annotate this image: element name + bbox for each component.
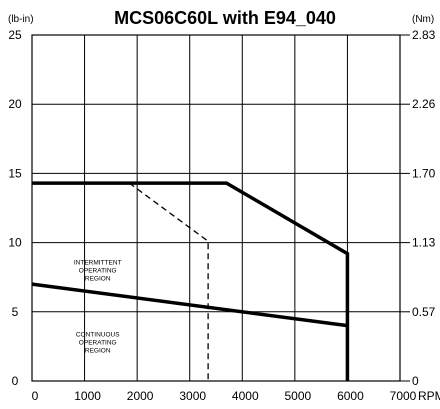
region-label-line: REGION — [85, 276, 111, 283]
x-tick-label: 7000 — [390, 389, 417, 403]
x-tick-label: 1000 — [74, 389, 101, 403]
x-tick-label: 4000 — [232, 389, 259, 403]
y-tick-label-right: 2.83 — [412, 28, 436, 42]
y-tick-label-right: 2.26 — [412, 97, 436, 111]
y-tick-label-left: 10 — [8, 236, 22, 250]
region-label-line: CONTINUOUS — [76, 332, 120, 339]
x-axis-unit: RPM — [418, 389, 440, 403]
x-tick-label: 2000 — [127, 389, 154, 403]
y-tick-label-left: 15 — [8, 166, 22, 180]
y-tick-label-left: 5 — [12, 305, 19, 319]
y-tick-label-right: 1.70 — [412, 166, 436, 180]
y-tick-label-right: 0.57 — [412, 305, 436, 319]
region-label: CONTINUOUS OPERATING REGION — [76, 332, 120, 355]
chart-title: MCS06C60L with E94_040 — [114, 8, 336, 28]
x-tick-label: 5000 — [285, 389, 312, 403]
intermittent-boundary-dashed — [128, 182, 209, 381]
region-label: INTERMITTENT OPERATING REGION — [74, 260, 122, 283]
y-axis-unit-right: (Nm) — [412, 14, 434, 25]
torque-curve — [31, 282, 348, 328]
plot-frame — [31, 34, 401, 382]
x-tick-label: 6000 — [337, 389, 364, 403]
y-tick-label-right: 1.13 — [412, 236, 436, 250]
y-tick-label-left: 25 — [8, 28, 22, 42]
x-tick-label: 3000 — [179, 389, 206, 403]
y-tick-label-left: 0 — [12, 374, 19, 388]
region-label-line: OPERATING — [79, 340, 117, 347]
x-tick-label: 0 — [32, 389, 39, 403]
region-label-line: INTERMITTENT — [74, 260, 122, 267]
y-tick-label-right: 0 — [412, 374, 419, 388]
region-label-line: REGION — [85, 348, 111, 355]
y-axis-unit-left: (lb-in) — [8, 14, 34, 25]
y-tick-label-left: 20 — [8, 97, 22, 111]
region-label-line: OPERATING — [79, 268, 117, 275]
